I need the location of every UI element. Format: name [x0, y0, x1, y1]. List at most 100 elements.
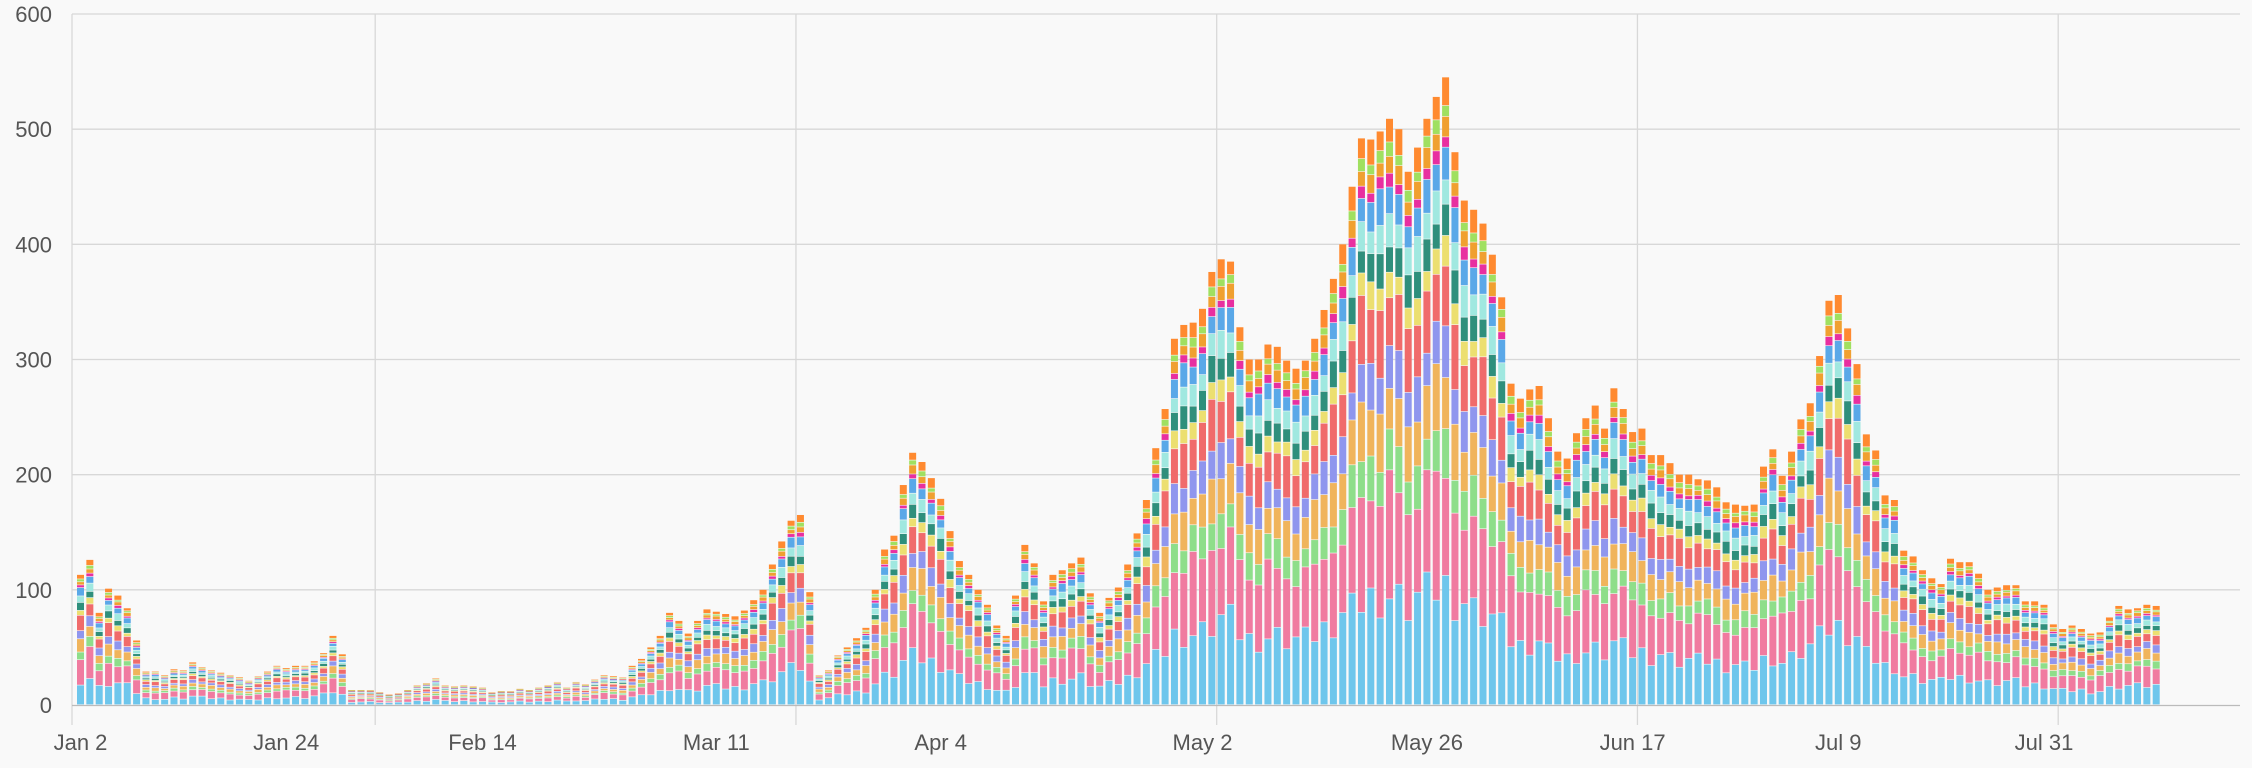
bar-segment	[1460, 317, 1468, 342]
bar-segment	[507, 700, 515, 702]
bar-segment	[1395, 350, 1403, 399]
bar-segment	[1161, 578, 1169, 597]
bar-segment	[1245, 496, 1253, 525]
bar-segment	[2059, 636, 2067, 638]
bar-segment	[1086, 605, 1094, 610]
bar-segment	[1301, 377, 1309, 390]
bar-segment	[1432, 249, 1440, 275]
bar-segment	[1404, 215, 1412, 227]
bar-segment	[1058, 684, 1066, 705]
bar-segment	[105, 644, 113, 656]
bar-segment	[2021, 605, 2029, 608]
bar-segment	[1264, 639, 1272, 705]
bar-segment	[1956, 653, 1964, 675]
bar-segment	[2031, 631, 2039, 641]
bar-segment	[2143, 620, 2151, 626]
bar-segment	[1797, 487, 1805, 498]
bar-segment	[320, 668, 328, 674]
bar-segment	[2012, 616, 2020, 620]
bar-segment	[2152, 635, 2160, 645]
bar-segment	[890, 553, 898, 560]
bar-segment	[1320, 335, 1328, 348]
bar-segment	[2115, 625, 2123, 631]
bar-segment	[843, 695, 851, 705]
bar-segment	[1086, 637, 1094, 645]
bar-segment	[1816, 356, 1824, 366]
bar-segment	[1731, 538, 1739, 551]
bar-segment	[2143, 648, 2151, 660]
bar-segment	[2077, 628, 2085, 632]
bar-segment	[1227, 504, 1235, 527]
bar-segment	[282, 682, 290, 685]
bar-segment	[105, 600, 113, 605]
bar-segment	[441, 697, 449, 701]
bar-segment	[1152, 563, 1160, 586]
bar-segment	[1881, 514, 1889, 518]
bar-segment	[77, 596, 84, 603]
bar-segment	[974, 664, 982, 682]
bar-segment	[1208, 333, 1216, 356]
bar-segment	[750, 604, 758, 606]
bar-segment	[1199, 422, 1206, 461]
bar-segment	[740, 628, 748, 635]
bar-segment	[2096, 651, 2104, 655]
bar-segment	[1778, 497, 1786, 502]
bar-segment	[694, 691, 702, 705]
bar-segment	[899, 485, 907, 495]
bar-segment	[1442, 137, 1450, 147]
bar-segment	[946, 603, 954, 618]
bar-segment	[1629, 489, 1637, 500]
bar-segment	[1582, 590, 1590, 653]
bar-segment	[666, 691, 674, 705]
bar-segment	[1105, 625, 1113, 629]
bar-segment	[245, 688, 253, 690]
bar-segment	[2124, 624, 2132, 631]
bar-segment	[1311, 564, 1319, 642]
bar-segment	[2003, 598, 2011, 604]
bar-segment	[1133, 615, 1141, 633]
bar-segment	[2040, 669, 2048, 689]
bar-segment	[301, 684, 309, 689]
bar-segment	[703, 664, 711, 671]
bar-segment	[2049, 629, 2057, 632]
y-tick-label: 0	[40, 693, 52, 718]
bar-segment	[320, 655, 328, 657]
bar-segment	[1133, 566, 1141, 577]
bar-segment	[2012, 633, 2020, 640]
bar-segment	[2021, 665, 2029, 687]
bar-segment	[2115, 689, 2123, 705]
bar-segment	[1432, 191, 1440, 224]
bar-segment	[1619, 434, 1627, 440]
bar-segment	[1124, 593, 1132, 601]
bar-segment	[694, 640, 702, 644]
bar-segment	[1348, 211, 1356, 221]
bar-segment	[1227, 307, 1235, 333]
bar-segment	[1460, 231, 1468, 247]
bar-segment	[712, 662, 720, 668]
bar-segment	[479, 694, 487, 696]
bar-segment	[114, 641, 122, 650]
bar-segment	[750, 609, 758, 613]
bar-segment	[301, 673, 309, 676]
bar-segment	[937, 559, 945, 584]
bar-segment	[955, 618, 963, 626]
bar-segment	[675, 624, 683, 626]
bar-segment	[937, 584, 945, 598]
bar-segment	[1124, 618, 1132, 630]
bar-segment	[1040, 612, 1048, 617]
bar-segment	[1329, 553, 1337, 638]
bar-segment	[460, 697, 468, 701]
bar-segment	[1002, 662, 1010, 668]
bar-segment	[114, 602, 122, 606]
bar-segment	[310, 661, 318, 663]
bar-segment	[694, 654, 702, 660]
bar-segment	[946, 579, 954, 588]
bar-segment	[1806, 499, 1814, 527]
bar-segment	[722, 628, 730, 633]
bar-segment	[1825, 325, 1833, 337]
bar-segment	[1647, 463, 1655, 469]
bar-segment	[1012, 648, 1019, 659]
bar-segment	[1769, 503, 1777, 520]
bar-segment	[1301, 517, 1309, 549]
